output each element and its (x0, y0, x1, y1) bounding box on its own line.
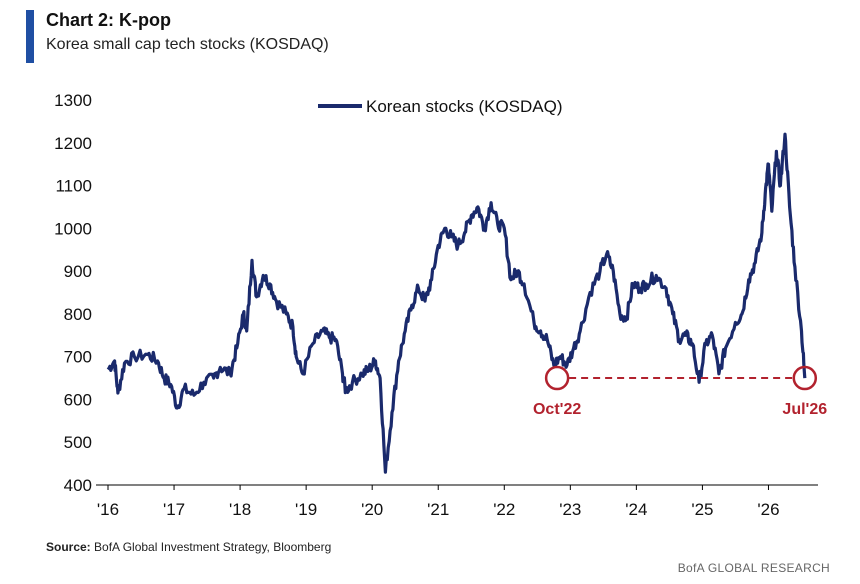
y-tick-label: 600 (64, 390, 92, 409)
y-tick-label: 500 (64, 433, 92, 452)
x-tick-label: '22 (493, 500, 515, 519)
source-text: BofA Global Investment Strategy, Bloombe… (90, 540, 332, 554)
x-tick-label: '21 (427, 500, 449, 519)
x-tick-label: '25 (691, 500, 713, 519)
kosdaq-series-line (106, 132, 807, 474)
brand-footer: BofA GLOBAL RESEARCH (677, 561, 830, 575)
y-tick-label: 900 (64, 262, 92, 281)
legend-label: Korean stocks (KOSDAQ) (366, 97, 563, 116)
x-tick-label: '16 (97, 500, 119, 519)
x-tick-label: '20 (361, 500, 383, 519)
annotation-circle (544, 365, 570, 391)
source-label: Source: (46, 540, 91, 554)
x-tick-label: '24 (625, 500, 647, 519)
x-tick-label: '19 (295, 500, 317, 519)
x-tick-label: '23 (559, 500, 581, 519)
y-tick-label: 1000 (54, 219, 92, 238)
y-tick-label: 1200 (54, 134, 92, 153)
x-tick-label: '26 (757, 500, 779, 519)
x-tick-label: '18 (229, 500, 251, 519)
chart-subtitle: Korea small cap tech stocks (KOSDAQ) (46, 36, 329, 53)
annotation-label: Oct'22 (533, 401, 581, 418)
y-tick-label: 400 (64, 476, 92, 495)
y-tick-label: 1100 (55, 177, 92, 196)
y-tick-label: 700 (64, 348, 92, 367)
x-tick-label: '17 (163, 500, 185, 519)
title-accent-bar (26, 10, 34, 63)
y-tick-label: 800 (64, 305, 92, 324)
y-tick-label: 1300 (54, 91, 92, 110)
annotation-label: Jul'26 (782, 401, 827, 418)
annotation-circle (792, 365, 818, 391)
source-note: Source: BofA Global Investment Strategy,… (46, 540, 331, 554)
chart-title: Chart 2: K-pop (46, 10, 171, 30)
